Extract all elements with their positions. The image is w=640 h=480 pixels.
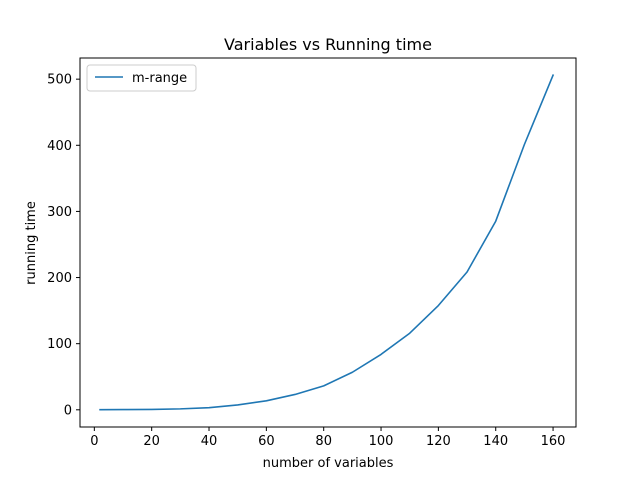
x-tick-label: 100 (369, 434, 394, 449)
data-point (237, 404, 238, 405)
x-tick-label: 60 (258, 434, 275, 449)
legend: m-range (86, 64, 197, 92)
y-tick-label: 400 (47, 139, 72, 154)
data-point (352, 372, 353, 373)
data-point (151, 409, 152, 410)
x-tick-label: 20 (143, 434, 160, 449)
y-tick-label: 200 (47, 271, 72, 286)
data-point (524, 144, 525, 145)
y-axis-ticks: 0 100 200 300 400 500 (47, 73, 80, 418)
chart-title: Variables vs Running time (224, 35, 432, 54)
data-point (380, 354, 381, 355)
y-tick-label: 100 (47, 337, 72, 352)
data-point (99, 409, 100, 410)
series-line-m-range (99, 74, 555, 411)
x-tick-label: 40 (201, 434, 218, 449)
plot-area (79, 57, 577, 428)
legend-label: m-range (132, 71, 187, 86)
x-tick-label: 80 (315, 434, 332, 449)
data-point (266, 400, 267, 401)
y-tick-label: 0 (64, 403, 72, 418)
legend-box (86, 64, 197, 92)
x-axis-label: number of variables (263, 456, 394, 471)
x-tick-label: 120 (426, 434, 451, 449)
data-point (409, 333, 410, 334)
data-point (495, 221, 496, 222)
data-point (122, 409, 123, 410)
data-point (552, 75, 553, 76)
data-point (323, 385, 324, 386)
series-layer (99, 74, 555, 411)
data-point (438, 305, 439, 306)
data-point (466, 271, 467, 272)
data-point (294, 394, 295, 395)
x-tick-label: 160 (541, 434, 566, 449)
y-tick-label: 500 (47, 73, 72, 88)
y-tick-label: 300 (47, 205, 72, 220)
data-point (208, 407, 209, 408)
x-axis-ticks: 0 20 40 60 80 100 120 140 160 (90, 427, 565, 449)
y-axis-label: running time (24, 201, 39, 285)
data-point (180, 408, 181, 409)
x-tick-label: 0 (90, 434, 98, 449)
x-tick-label: 140 (483, 434, 508, 449)
